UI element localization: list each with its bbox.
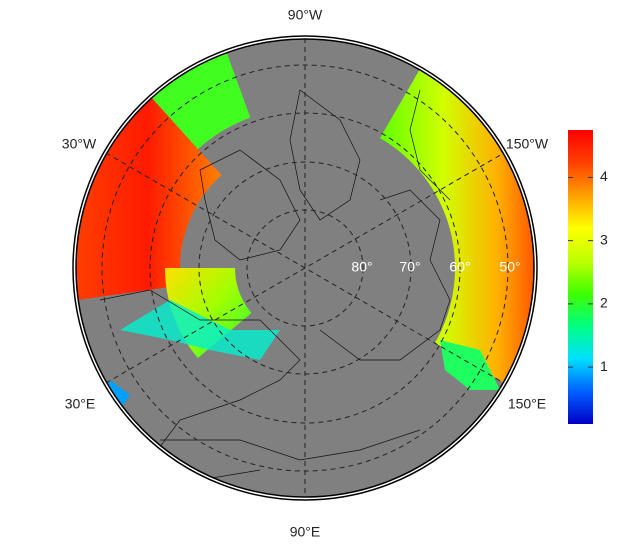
map-border <box>75 38 535 498</box>
pacific-field <box>380 67 534 384</box>
latitude-label: 80° <box>351 259 372 275</box>
latitude-label: 50° <box>499 259 520 275</box>
colorbar-tick-label: 4 <box>600 168 608 184</box>
colorbar-tick-label: 1 <box>600 358 608 374</box>
colorbar-ticks: 1 2 3 4 <box>568 168 608 374</box>
colorbar <box>568 130 593 424</box>
black-sea-field <box>105 380 130 410</box>
greenland-field <box>149 50 251 150</box>
longitude-label: 150°W <box>506 136 549 152</box>
colorbar-tick-label: 3 <box>600 231 608 247</box>
longitude-label: 150°E <box>508 396 546 412</box>
map-border-outer <box>72 35 538 501</box>
longitude-label: 90°E <box>290 524 321 540</box>
baltic-field <box>120 300 280 360</box>
colorbar-tick-label: 2 <box>600 295 608 311</box>
longitude-label: 30°E <box>65 396 96 412</box>
latitude-label: 70° <box>399 259 420 275</box>
graticule <box>101 39 509 497</box>
longitude-label: 90°W <box>288 7 323 23</box>
latitude-label: 60° <box>449 259 470 275</box>
okhotsk-field <box>440 340 500 390</box>
longitude-label: 30°W <box>62 136 97 152</box>
